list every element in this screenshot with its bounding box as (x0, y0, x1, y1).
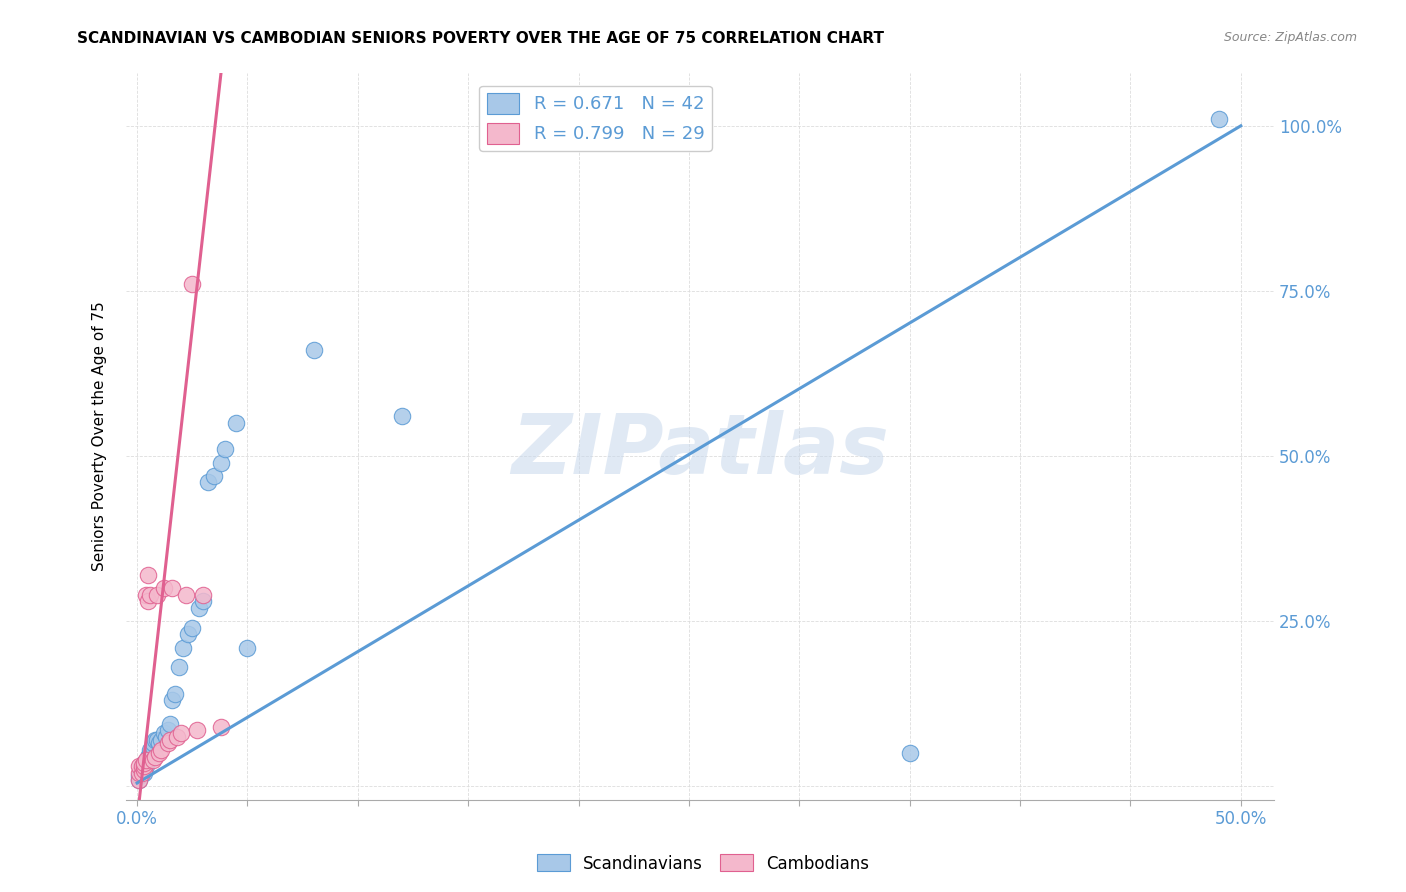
Point (135, 756, 157, 771)
Point (128, 769, 150, 783)
Point (142, 736, 165, 750)
Point (163, 687, 186, 701)
Point (131, 766, 153, 780)
Point (172, 640, 194, 655)
Point (148, 736, 170, 750)
Point (148, 746, 170, 760)
Point (202, 468, 225, 483)
Point (142, 739, 165, 754)
Point (132, 766, 155, 780)
Point (150, 733, 173, 747)
Point (155, 730, 177, 744)
Y-axis label: Seniors Poverty Over the Age of 75: Seniors Poverty Over the Age of 75 (93, 301, 107, 571)
Point (128, 772, 150, 787)
Point (139, 743, 162, 757)
Legend: Scandinavians, Cambodians: Scandinavians, Cambodians (530, 847, 876, 880)
Point (143, 733, 166, 747)
Point (157, 736, 180, 750)
Point (174, 588, 197, 602)
Point (391, 409, 413, 424)
Point (128, 772, 150, 787)
Point (132, 763, 155, 777)
Point (136, 753, 159, 767)
Text: ZIPatlas: ZIPatlas (510, 410, 889, 491)
Point (209, 456, 232, 470)
Point (131, 766, 153, 780)
Point (236, 640, 259, 655)
Point (132, 756, 155, 771)
Point (177, 627, 200, 641)
Point (193, 588, 215, 602)
Point (132, 759, 155, 773)
Point (159, 716, 181, 731)
Point (157, 723, 180, 738)
Point (136, 749, 159, 764)
Point (131, 759, 153, 773)
Point (143, 749, 166, 764)
Point (193, 594, 215, 608)
Point (225, 416, 247, 430)
Legend: R = 0.671   N = 42, R = 0.799   N = 29: R = 0.671 N = 42, R = 0.799 N = 29 (479, 86, 711, 151)
Point (162, 581, 184, 595)
Point (146, 588, 169, 602)
Text: Source: ZipAtlas.com: Source: ZipAtlas.com (1223, 31, 1357, 45)
Point (186, 723, 208, 738)
Point (302, 343, 325, 358)
Point (898, 746, 921, 760)
Point (132, 756, 155, 771)
Point (214, 442, 236, 457)
Point (167, 660, 190, 674)
Point (170, 726, 193, 740)
Point (187, 601, 209, 615)
Point (136, 594, 159, 608)
Point (135, 759, 157, 773)
Point (181, 621, 204, 635)
Point (152, 581, 174, 595)
Point (150, 743, 173, 757)
Point (166, 730, 188, 744)
Point (139, 746, 162, 760)
Point (135, 753, 157, 767)
Point (142, 753, 165, 767)
Point (162, 693, 184, 707)
Point (131, 759, 153, 773)
Point (135, 588, 157, 602)
Point (209, 720, 232, 734)
Point (128, 759, 150, 773)
Point (152, 726, 174, 740)
Text: SCANDINAVIAN VS CAMBODIAN SENIORS POVERTY OVER THE AGE OF 75 CORRELATION CHART: SCANDINAVIAN VS CAMBODIAN SENIORS POVERT… (77, 31, 884, 46)
Point (197, 475, 219, 490)
Point (1208, 112, 1230, 127)
Point (146, 733, 169, 747)
Point (128, 766, 150, 780)
Point (139, 588, 162, 602)
Point (136, 568, 159, 582)
Point (159, 733, 181, 747)
Point (181, 277, 204, 292)
Point (132, 759, 155, 773)
Point (131, 763, 153, 777)
